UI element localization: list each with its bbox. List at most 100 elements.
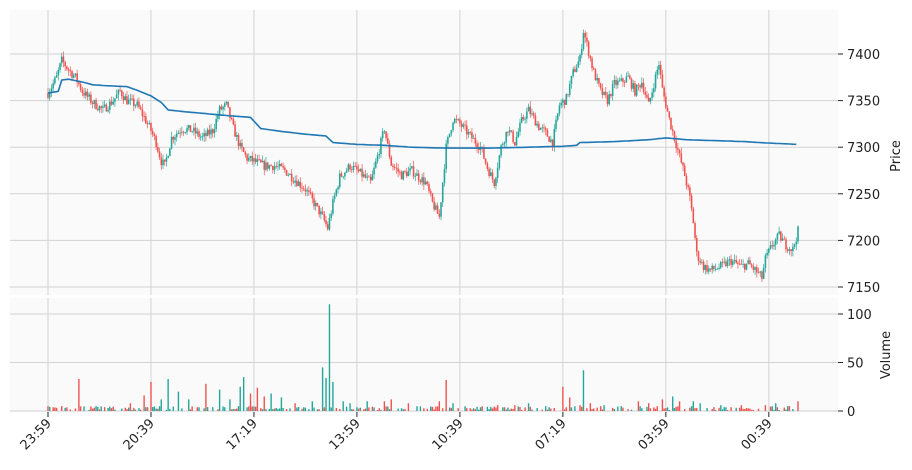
- candle-body: [721, 262, 724, 263]
- candle-body: [575, 67, 578, 72]
- candle-body: [618, 80, 621, 82]
- candle-body: [637, 84, 640, 86]
- candle-body: [488, 168, 490, 176]
- candle-body: [507, 131, 509, 133]
- candle-body: [359, 168, 362, 172]
- volume-bar: [133, 407, 135, 411]
- candle-body: [735, 259, 738, 263]
- volume-bar: [378, 408, 380, 411]
- volume-bar: [114, 409, 116, 411]
- candle-body: [320, 211, 322, 215]
- volume-bar: [268, 408, 271, 411]
- candle-body: [414, 175, 417, 177]
- candle-body: [301, 187, 303, 189]
- candle-body: [103, 104, 106, 107]
- volume-bar: [270, 393, 272, 411]
- candle-body: [381, 131, 384, 139]
- candle-body: [749, 260, 751, 265]
- candle-body: [489, 172, 492, 176]
- candle-body: [606, 94, 609, 105]
- volume-bar: [205, 383, 207, 411]
- volume-bar: [778, 409, 780, 411]
- candle-body: [654, 74, 657, 89]
- candle-body: [102, 106, 104, 108]
- candle-body: [131, 98, 133, 100]
- volume-bar: [471, 409, 473, 411]
- volume-bar: [371, 406, 374, 411]
- candle-body: [541, 127, 544, 129]
- candle-body: [218, 106, 221, 116]
- candle-body: [325, 220, 327, 225]
- candle-body: [124, 96, 127, 101]
- candle-body: [685, 175, 688, 186]
- volume-bar: [696, 407, 698, 411]
- candle-body: [330, 213, 332, 219]
- volume-bar: [599, 406, 602, 411]
- candle-body: [361, 168, 363, 177]
- candle-body: [182, 131, 185, 133]
- volume-bar: [261, 409, 264, 411]
- candle-body: [74, 73, 77, 76]
- candle-body: [416, 173, 418, 176]
- volume-bar: [155, 408, 157, 411]
- volume-bar: [469, 408, 471, 411]
- candle-body: [246, 154, 248, 161]
- volume-bar: [134, 409, 137, 411]
- volume-bar: [488, 409, 490, 411]
- candle-body: [390, 156, 393, 166]
- candle-body: [206, 129, 209, 136]
- volume-bar: [191, 406, 193, 411]
- volume-bar: [673, 407, 676, 411]
- candle-body: [714, 268, 717, 270]
- candle-body: [162, 159, 164, 166]
- volume-bar: [272, 409, 274, 411]
- candle-body: [795, 241, 798, 245]
- volume-bar: [783, 407, 785, 411]
- candle-body: [148, 123, 151, 124]
- candle-body: [560, 102, 562, 106]
- price-axis-label: Price: [889, 140, 904, 172]
- volume-bar: [531, 409, 533, 411]
- candle-body: [658, 64, 660, 70]
- candle-body: [67, 69, 70, 71]
- candle-body: [62, 56, 65, 63]
- x-axis-ticks: 23:59 20:39 17:19 13:59 10:39 07:19 03:59 00:39: [18, 412, 776, 453]
- candle-body: [730, 259, 732, 265]
- price-panel-background: [10, 10, 838, 295]
- candle-body: [258, 159, 260, 161]
- candle-body: [230, 117, 233, 120]
- candle-body: [733, 259, 736, 261]
- candle-body: [780, 231, 782, 241]
- candle-body: [198, 131, 200, 137]
- volume-bar: [165, 409, 168, 411]
- candle-body: [366, 176, 369, 178]
- volume-tick-label: 0: [847, 405, 855, 420]
- candle-body: [397, 168, 399, 172]
- volume-bar: [345, 406, 348, 411]
- candle-body: [757, 272, 760, 274]
- candle-body: [93, 100, 96, 105]
- volume-bar: [373, 407, 375, 411]
- price-axis-ticks: 7150 7200 7250 7300 7350 7400: [838, 48, 880, 296]
- candle-body: [646, 94, 648, 98]
- candle-body: [752, 266, 755, 270]
- x-tick-label: 17:19: [224, 416, 261, 453]
- candle-body: [500, 145, 502, 156]
- candle-body: [338, 173, 341, 188]
- candle-body: [577, 61, 580, 68]
- candle-body: [671, 129, 674, 132]
- candle-body: [532, 113, 535, 116]
- candle-body: [266, 162, 269, 169]
- volume-bar: [478, 409, 480, 411]
- volume-axis-label: Volume: [879, 331, 894, 379]
- volume-bar: [311, 401, 314, 411]
- volume-bar: [323, 407, 326, 411]
- candle-body: [553, 128, 556, 148]
- volume-bar: [177, 391, 180, 411]
- candle-body: [562, 99, 564, 103]
- candle-body: [284, 167, 286, 171]
- volume-bar: [675, 406, 677, 411]
- candle-body: [287, 174, 290, 176]
- volume-bar: [529, 406, 531, 411]
- volume-bar: [785, 409, 787, 411]
